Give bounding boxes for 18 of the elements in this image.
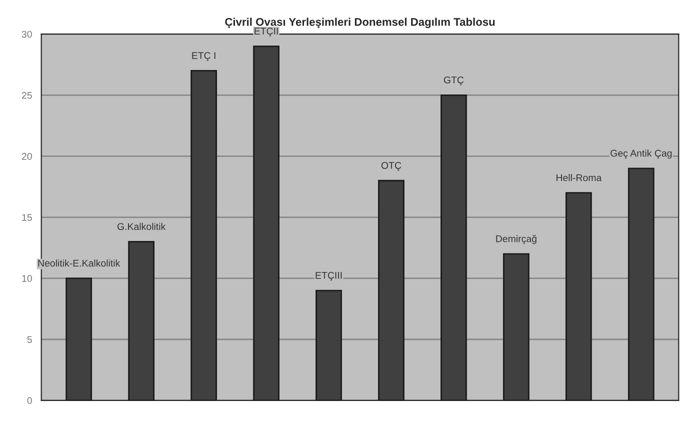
x-tick-label: Neolitik-E.Kalkolitik — [38, 259, 120, 267]
y-tick-label: 10 — [22, 275, 32, 282]
y-tick-label: 25 — [22, 92, 32, 99]
x-tick-label: Hell-Roma — [556, 174, 602, 182]
y-tick-label: 15 — [22, 214, 32, 221]
y-tick-label: 5 — [27, 336, 32, 343]
x-tick-label: Geç Antik Çag — [610, 150, 672, 159]
x-tick-label: GTÇ — [444, 76, 464, 86]
x-tick-label: ETÇII — [254, 28, 278, 37]
x-tick-label: G.Kalkolitik — [117, 222, 166, 230]
y-tick-label: 0 — [27, 397, 32, 404]
chart-title: Çivril Ovası Yerleşimleri Donemsel Dagılım Tablosu — [225, 18, 495, 28]
y-tick-label: 30 — [22, 30, 32, 38]
x-tick-label: ETÇ I — [192, 52, 216, 61]
x-tick-label: ETÇIII — [316, 272, 342, 281]
x-tick-label: OTÇ — [381, 162, 402, 171]
x-tick-label: Demirçağ — [496, 234, 536, 244]
y-tick-label: 20 — [22, 152, 32, 160]
